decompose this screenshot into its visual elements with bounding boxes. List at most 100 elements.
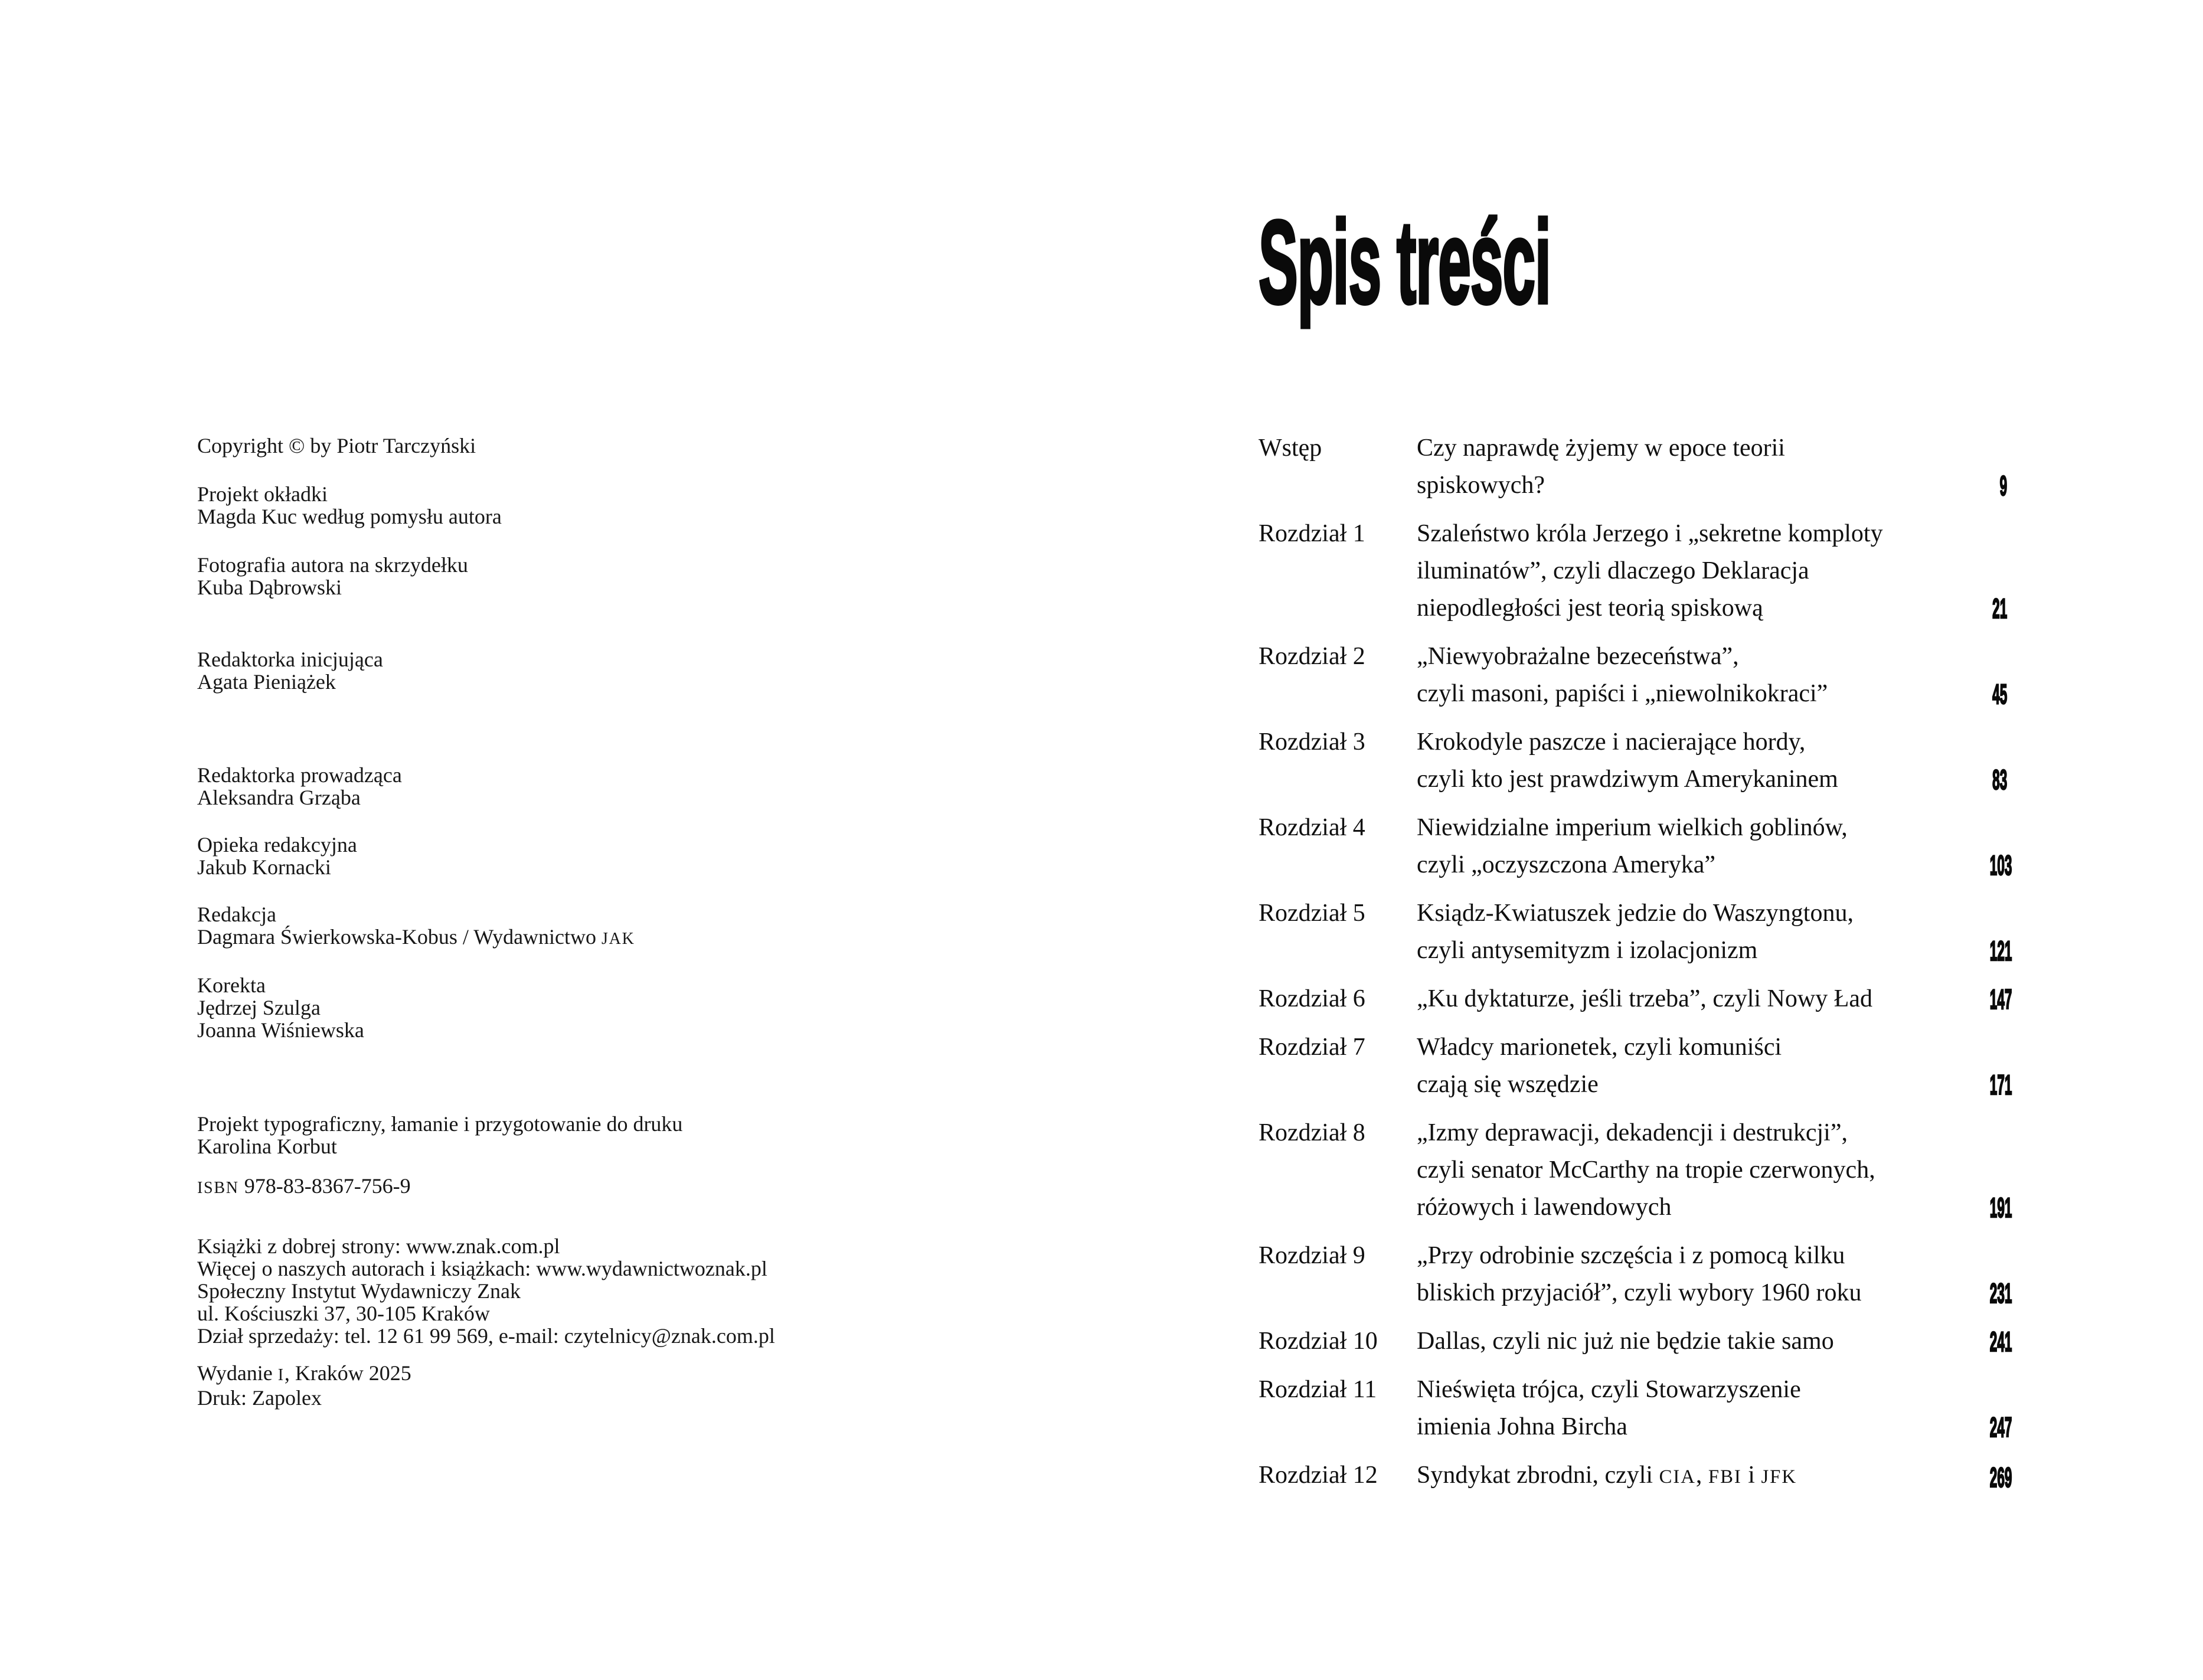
text-line: „Niewyobrażalne bezeceństwa”, bbox=[1417, 638, 1966, 675]
toc-entry-label: Rozdział 5 bbox=[1259, 900, 1365, 927]
toc-page-title: Spis treści bbox=[1258, 202, 1843, 323]
toc-entry-page-number: 121 bbox=[1966, 932, 2012, 969]
text-run: niepodległości jest teorią spiskową bbox=[1417, 594, 1763, 622]
small-caps-text: ISBN bbox=[197, 1179, 239, 1197]
toc-entry-title: Władcy marionetek, czyli komuniści czają … bbox=[1417, 1029, 1966, 1103]
text-line: „Izmy deprawacji, dekadencji i destrukcj… bbox=[1417, 1114, 1966, 1152]
text-line: bliskich przyjaciół”, czyli wybory 1960 … bbox=[1417, 1274, 1966, 1312]
text-line: czyli masoni, papiści i „niewolnikokraci… bbox=[1417, 675, 1966, 712]
toc-entry-title: Dallas, czyli nic już nie będzie takie s… bbox=[1417, 1323, 1966, 1360]
page-number-text: 21 bbox=[1992, 592, 2007, 625]
text-run: Dagmara Świerkowska-Kobus / Wydawnictwo bbox=[197, 925, 602, 949]
text-run: Niewidzialne imperium wielkich goblinów, bbox=[1417, 814, 1848, 841]
toc-entry-label: Rozdział 4 bbox=[1259, 814, 1365, 841]
text-run: Fotografia autora na skrzydełku bbox=[197, 553, 468, 577]
toc-entry-title: „Ku dyktaturze, jeśli trzeba”, czyli Now… bbox=[1417, 980, 1966, 1018]
page-number-text: 45 bbox=[1992, 678, 2007, 711]
editing-credit: Redakcja Dagmara Świerkowska-Kobus / Wyda… bbox=[197, 903, 635, 950]
text-line: niepodległości jest teorią spiskową bbox=[1417, 590, 1966, 627]
text-line: Ksiądz-Kwiatuszek jedzie do Waszyngtonu, bbox=[1417, 895, 1966, 932]
text-line: Dział sprzedaży: tel. 12 61 99 569, e-ma… bbox=[197, 1325, 775, 1347]
page-number-text: 9 bbox=[1999, 469, 2008, 502]
text-run: Krokodyle paszcze i nacierające hordy, bbox=[1417, 728, 1806, 756]
text-run: czyli kto jest prawdziwym Amerykaninem bbox=[1417, 766, 1838, 793]
managing-editor-credit: Redaktorka prowadząca Aleksandra Grząba bbox=[197, 764, 402, 809]
toc-entry-title: Ksiądz-Kwiatuszek jedzie do Waszyngtonu,… bbox=[1417, 895, 1966, 969]
text-line: czyli „oczyszczona Ameryka” bbox=[1417, 846, 1966, 884]
text-run: czyli antysemityzm i izolacjonizm bbox=[1417, 937, 1758, 964]
toc-entry-page-number: 147 bbox=[1966, 980, 2012, 1018]
text-run: czyli senator McCarthy na tropie czerwon… bbox=[1417, 1156, 1875, 1184]
text-run: Więcej o naszych autorach i książkach: w… bbox=[197, 1257, 767, 1280]
text-line: ISBN 978-83-8367-756-9 bbox=[197, 1175, 411, 1199]
toc-entry-page-number: 241 bbox=[1966, 1323, 2012, 1360]
toc-entry: Rozdział 1 Szaleństwo króla Jerzego i „se… bbox=[1259, 515, 2008, 627]
text-run: Dallas, czyli nic już nie będzie takie s… bbox=[1417, 1328, 1834, 1355]
toc-entry-label: Rozdział 7 bbox=[1259, 1034, 1365, 1061]
toc-entry: Rozdział 2 „Niewyobrażalne bezeceństwa”, c… bbox=[1259, 638, 2008, 712]
text-line: Syndykat zbrodni, czyli CIA, FBI i JFK bbox=[1417, 1457, 1966, 1496]
text-run: Jędrzej Szulga bbox=[197, 996, 321, 1019]
text-run: Nieświęta trójca, czyli Stowarzyszenie bbox=[1417, 1376, 1801, 1403]
text-run: Władcy marionetek, czyli komuniści bbox=[1417, 1034, 1782, 1061]
text-run: Agata Pieniążek bbox=[197, 670, 336, 694]
page-number-text: 103 bbox=[1989, 849, 2012, 882]
text-run: czają się wszędzie bbox=[1417, 1071, 1599, 1098]
toc-entry: Wstęp Czy naprawdę żyjemy w epoce teorii s… bbox=[1259, 430, 2008, 504]
small-caps-text: JAK bbox=[602, 930, 635, 948]
text-line: Opieka redakcyjna bbox=[197, 834, 357, 856]
text-line: Szaleństwo króla Jerzego i „sekretne kom… bbox=[1417, 515, 1966, 553]
text-run: i bbox=[1741, 1462, 1761, 1489]
text-run: spiskowych? bbox=[1417, 472, 1545, 499]
text-run: Aleksandra Grząba bbox=[197, 786, 361, 809]
toc-entry-title: „Izmy deprawacji, dekadencji i destrukcj… bbox=[1417, 1114, 1966, 1226]
page-number-text: 231 bbox=[1989, 1277, 2012, 1310]
toc-entry: Rozdział 10 Dallas, czyli nic już nie będ… bbox=[1259, 1323, 2012, 1360]
text-run: , bbox=[1695, 1462, 1708, 1489]
text-run: , Kraków 2025 bbox=[284, 1361, 411, 1385]
text-run: Copyright © by Piotr Tarczyński bbox=[197, 434, 476, 457]
toc-entry: Rozdział 12 Syndykat zbrodni, czyli CIA, … bbox=[1259, 1457, 2012, 1496]
toc-entry-label: Rozdział 2 bbox=[1259, 643, 1365, 670]
text-run: Kuba Dąbrowski bbox=[197, 576, 342, 599]
page-number-text: 247 bbox=[1989, 1411, 2012, 1444]
toc-entry-label: Rozdział 8 bbox=[1259, 1119, 1365, 1146]
typesetting-credit: Projekt typograficzny, łamanie i przygot… bbox=[197, 1113, 682, 1158]
text-run: imienia Johna Bircha bbox=[1417, 1413, 1627, 1440]
toc-entry-page-number: 247 bbox=[1966, 1408, 2012, 1446]
text-run: Czy naprawdę żyjemy w epoce teorii bbox=[1417, 434, 1785, 462]
text-line: Redakcja bbox=[197, 903, 635, 926]
text-run: Magda Kuc według pomysłu autora bbox=[197, 505, 502, 528]
text-line: Kuba Dąbrowski bbox=[197, 576, 468, 599]
text-line: Copyright © by Piotr Tarczyński bbox=[197, 434, 476, 457]
toc-entry-page-number: 231 bbox=[1966, 1274, 2012, 1312]
toc-entry-page-number: 21 bbox=[1966, 590, 2007, 627]
text-run: Książki z dobrej strony: www.znak.com.pl bbox=[197, 1234, 560, 1258]
toc-entry: Rozdział 3 Krokodyle paszcze i nacierając… bbox=[1259, 724, 2008, 798]
text-run: Karolina Korbut bbox=[197, 1135, 337, 1158]
toc-list: Wstęp Czy naprawdę żyjemy w epoce teorii s… bbox=[1259, 430, 2012, 1507]
toc-entry-label: Rozdział 9 bbox=[1259, 1242, 1365, 1269]
text-line: czyli kto jest prawdziwym Amerykaninem bbox=[1417, 761, 1966, 798]
toc-entry-page-number: 171 bbox=[1966, 1066, 2012, 1103]
text-line: Dallas, czyli nic już nie będzie takie s… bbox=[1417, 1323, 1966, 1360]
small-caps-text: JFK bbox=[1761, 1466, 1797, 1488]
text-run: ul. Kościuszki 37, 30-105 Kraków bbox=[197, 1302, 490, 1325]
text-line: Agata Pieniążek bbox=[197, 671, 383, 693]
text-run: Opieka redakcyjna bbox=[197, 833, 357, 857]
text-run: różowych i lawendowych bbox=[1417, 1194, 1672, 1221]
copyright-notice: Copyright © by Piotr Tarczyński bbox=[197, 434, 476, 457]
text-line: Fotografia autora na skrzydełku bbox=[197, 554, 468, 576]
text-run: Redakcja bbox=[197, 903, 276, 926]
toc-entry-label: Rozdział 12 bbox=[1259, 1462, 1378, 1489]
initiating-editor-credit: Redaktorka inicjująca Agata Pieniążek bbox=[197, 648, 383, 693]
text-line: Magda Kuc według pomysłu autora bbox=[197, 505, 502, 528]
toc-entry: Rozdział 11 Nieświęta trójca, czyli Stowa… bbox=[1259, 1371, 2012, 1446]
text-run: iluminatów”, czyli dlaczego Deklaracja bbox=[1417, 557, 1809, 584]
text-line: Nieświęta trójca, czyli Stowarzyszenie bbox=[1417, 1371, 1966, 1408]
text-run: bliskich przyjaciół”, czyli wybory 1960 … bbox=[1417, 1279, 1862, 1306]
text-line: Karolina Korbut bbox=[197, 1135, 682, 1158]
text-run: „Ku dyktaturze, jeśli trzeba”, czyli Now… bbox=[1417, 985, 1873, 1012]
toc-entry-title: Syndykat zbrodni, czyli CIA, FBI i JFK bbox=[1417, 1457, 1966, 1496]
text-line: „Przy odrobinie szczęścia i z pomocą kil… bbox=[1417, 1237, 1966, 1274]
